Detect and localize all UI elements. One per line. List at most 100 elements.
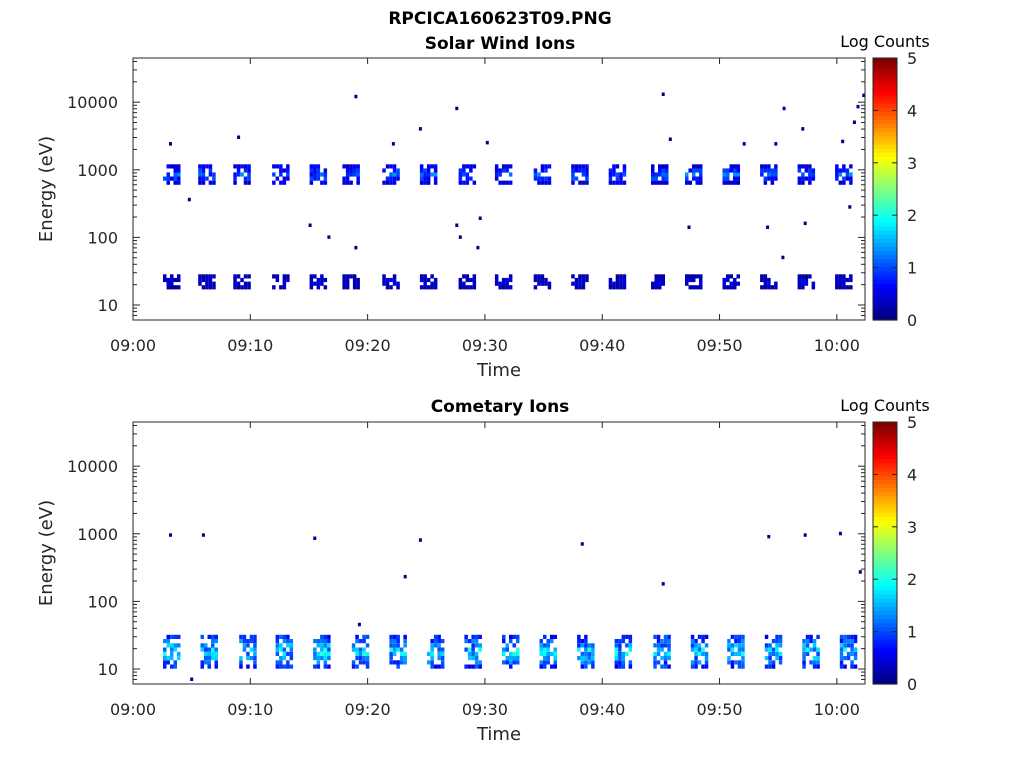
heatmap-cell [396, 639, 400, 644]
heatmap-cell [426, 164, 431, 169]
heatmap-cell [729, 285, 733, 290]
heatmap-cell [501, 277, 506, 283]
heatmap-cell [166, 639, 170, 644]
heatmap-cell [426, 660, 431, 665]
heatmap-cell [323, 660, 328, 665]
heatmap-cell [729, 274, 733, 279]
heatmap-cell [505, 277, 509, 283]
heatmap-point [190, 677, 194, 681]
heatmap-cell [243, 176, 248, 181]
heatmap-cell [660, 664, 664, 669]
heatmap-cell [419, 168, 424, 173]
heatmap-cell [327, 647, 331, 652]
heatmap-cell [763, 176, 768, 181]
heatmap-cell [736, 164, 740, 169]
heatmap-cell [233, 172, 237, 177]
heatmap-cell [760, 285, 764, 290]
heatmap-cell [163, 660, 167, 665]
heatmap-cell [581, 180, 586, 185]
heatmap-cell [173, 285, 177, 290]
heatmap-cell [320, 656, 324, 661]
heatmap-point [767, 534, 771, 539]
heatmap-cell [166, 285, 170, 290]
heatmap-cell [170, 643, 174, 648]
heatmap-cell [392, 172, 397, 177]
heatmap-cell [279, 656, 283, 661]
heatmap-cell [352, 277, 357, 283]
heatmap-cell [615, 164, 620, 169]
heatmap-cell [849, 164, 853, 169]
heatmap-cell [170, 277, 174, 283]
heatmap-cell [392, 176, 397, 181]
heatmap-cell [842, 277, 846, 283]
heatmap-cell [737, 634, 742, 639]
heatmap-cell [200, 643, 204, 648]
heatmap-cell [704, 651, 709, 656]
heatmap-cell [208, 285, 213, 290]
heatmap-cell [430, 660, 434, 665]
heatmap-cell [612, 281, 616, 286]
heatmap-cell [242, 639, 247, 644]
heatmap-cell [464, 639, 468, 644]
heatmap-cell [204, 651, 208, 656]
colorbar-segment [873, 442, 897, 448]
heatmap-cell [236, 281, 241, 286]
colorbar-segment [873, 184, 897, 190]
heatmap-cell [690, 660, 695, 665]
heatmap-cell [440, 664, 445, 669]
colorbar-segment [873, 622, 897, 628]
heatmap-cell [661, 164, 665, 169]
solar-wind-x-axis-label: Time [476, 360, 521, 381]
heatmap-cell [389, 285, 393, 290]
heatmap-cell [204, 647, 208, 652]
heatmap-cell [316, 281, 321, 286]
heatmap-cell [177, 285, 181, 290]
heatmap-cell [704, 634, 709, 639]
heatmap-cell [537, 180, 541, 185]
heatmap-cell [734, 643, 738, 648]
heatmap-cell [323, 180, 328, 185]
heatmap-cell [763, 277, 768, 283]
heatmap-cell [478, 634, 482, 639]
heatmap-cell [853, 664, 858, 669]
heatmap-cell [198, 274, 202, 279]
heatmap-cell [509, 664, 513, 669]
heatmap-point [391, 142, 395, 146]
colorbar-segment [873, 270, 897, 276]
heatmap-cell [286, 643, 290, 648]
heatmap-cell [423, 172, 427, 177]
heatmap-cell [843, 647, 847, 652]
heatmap-cell [437, 664, 441, 669]
heatmap-cell [726, 176, 730, 181]
heatmap-cell [403, 634, 407, 639]
colorbar-segment [873, 536, 897, 542]
heatmap-cell [316, 664, 321, 669]
heatmap-cell [580, 660, 585, 665]
heatmap-cell [543, 664, 547, 669]
heatmap-cell [509, 660, 513, 665]
heatmap-cell [356, 277, 360, 283]
heatmap-cell [323, 172, 328, 177]
heatmap-point [803, 221, 807, 226]
heatmap-cell [701, 651, 705, 656]
heatmap-cell [282, 277, 287, 283]
heatmap-cell [426, 285, 431, 290]
heatmap-cell [805, 647, 810, 652]
heatmap-cell [697, 643, 702, 648]
heatmap-cell [808, 164, 812, 169]
colorbar-segment [873, 479, 897, 484]
heatmap-cell [472, 274, 477, 279]
colorbar-segment [873, 475, 897, 480]
heatmap-cell [760, 274, 764, 279]
heatmap-cell [173, 643, 177, 648]
heatmap-cell [246, 643, 250, 648]
y-tick-label: 100 [87, 592, 118, 611]
heatmap-cell [760, 172, 764, 177]
heatmap-cell [342, 176, 346, 181]
heatmap-cell [458, 176, 463, 181]
heatmap-cell [540, 281, 545, 286]
heatmap-cell [843, 664, 847, 669]
colorbar-segment [873, 82, 897, 88]
heatmap-cell [760, 168, 764, 173]
colorbar-segment [873, 279, 897, 284]
